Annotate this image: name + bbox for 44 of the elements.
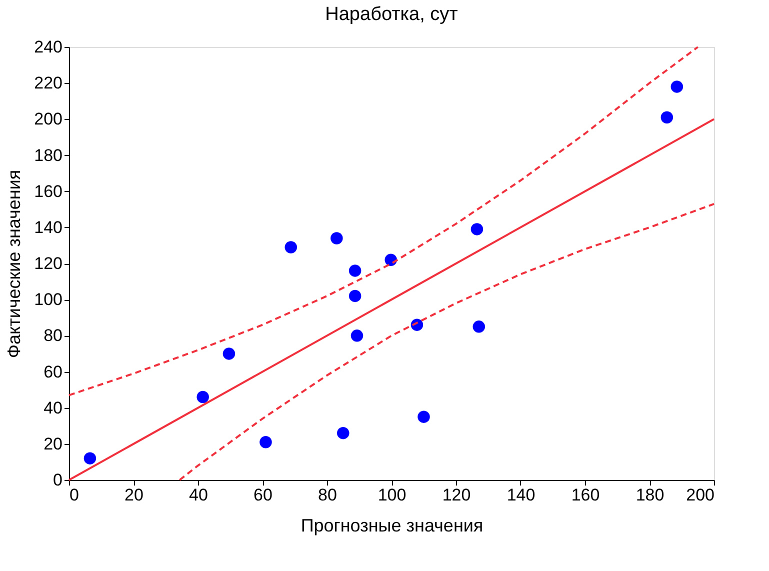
x-tick-label: 120 (442, 486, 471, 504)
point (337, 426, 350, 440)
point (348, 264, 362, 277)
y-tick-label: 160 (34, 182, 62, 201)
point (660, 111, 674, 124)
point (222, 348, 236, 360)
x-tick-label: 200 (686, 486, 714, 504)
point (330, 232, 343, 244)
y-tick-label: 180 (34, 146, 62, 165)
x-tick-label: 0 (70, 486, 79, 504)
x-tick-label: 60 (254, 486, 272, 504)
x-tick-label: 100 (378, 486, 406, 504)
y-tick-label: 60 (44, 362, 62, 382)
x-tick-label: 20 (124, 486, 144, 504)
y-tick-label: 220 (34, 74, 62, 93)
x-tick-label: 80 (318, 486, 337, 504)
x-tick-label: 140 (506, 486, 536, 504)
y-tick-label: 0 (53, 470, 62, 490)
y-tick-label: 120 (34, 254, 62, 273)
point (670, 80, 684, 93)
chart-title: Наработка, сут (325, 4, 458, 25)
line-series (178, 202, 715, 481)
point (84, 452, 96, 464)
y-tick-label: 200 (34, 110, 62, 129)
point (196, 390, 209, 404)
point (348, 290, 362, 302)
line-series (68, 46, 699, 396)
point (260, 436, 272, 448)
point (418, 410, 430, 423)
y-axis-title: Фактические значения (4, 170, 24, 358)
point (350, 330, 364, 342)
y-tick-label: 100 (34, 290, 62, 310)
x-axis-title: Прогнозные значения (300, 516, 484, 536)
y-tick-label: 140 (34, 218, 62, 237)
x-tick-label: 160 (571, 486, 600, 504)
point (284, 241, 298, 254)
point (470, 223, 484, 236)
point (472, 320, 486, 333)
x-tick-label: 40 (189, 486, 208, 504)
x-tick-label: 180 (636, 486, 664, 504)
y-tick-label: 20 (44, 434, 62, 454)
y-tick-label: 240 (34, 38, 62, 56)
y-tick-label: 40 (44, 398, 62, 418)
y-tick-label: 80 (44, 326, 62, 346)
